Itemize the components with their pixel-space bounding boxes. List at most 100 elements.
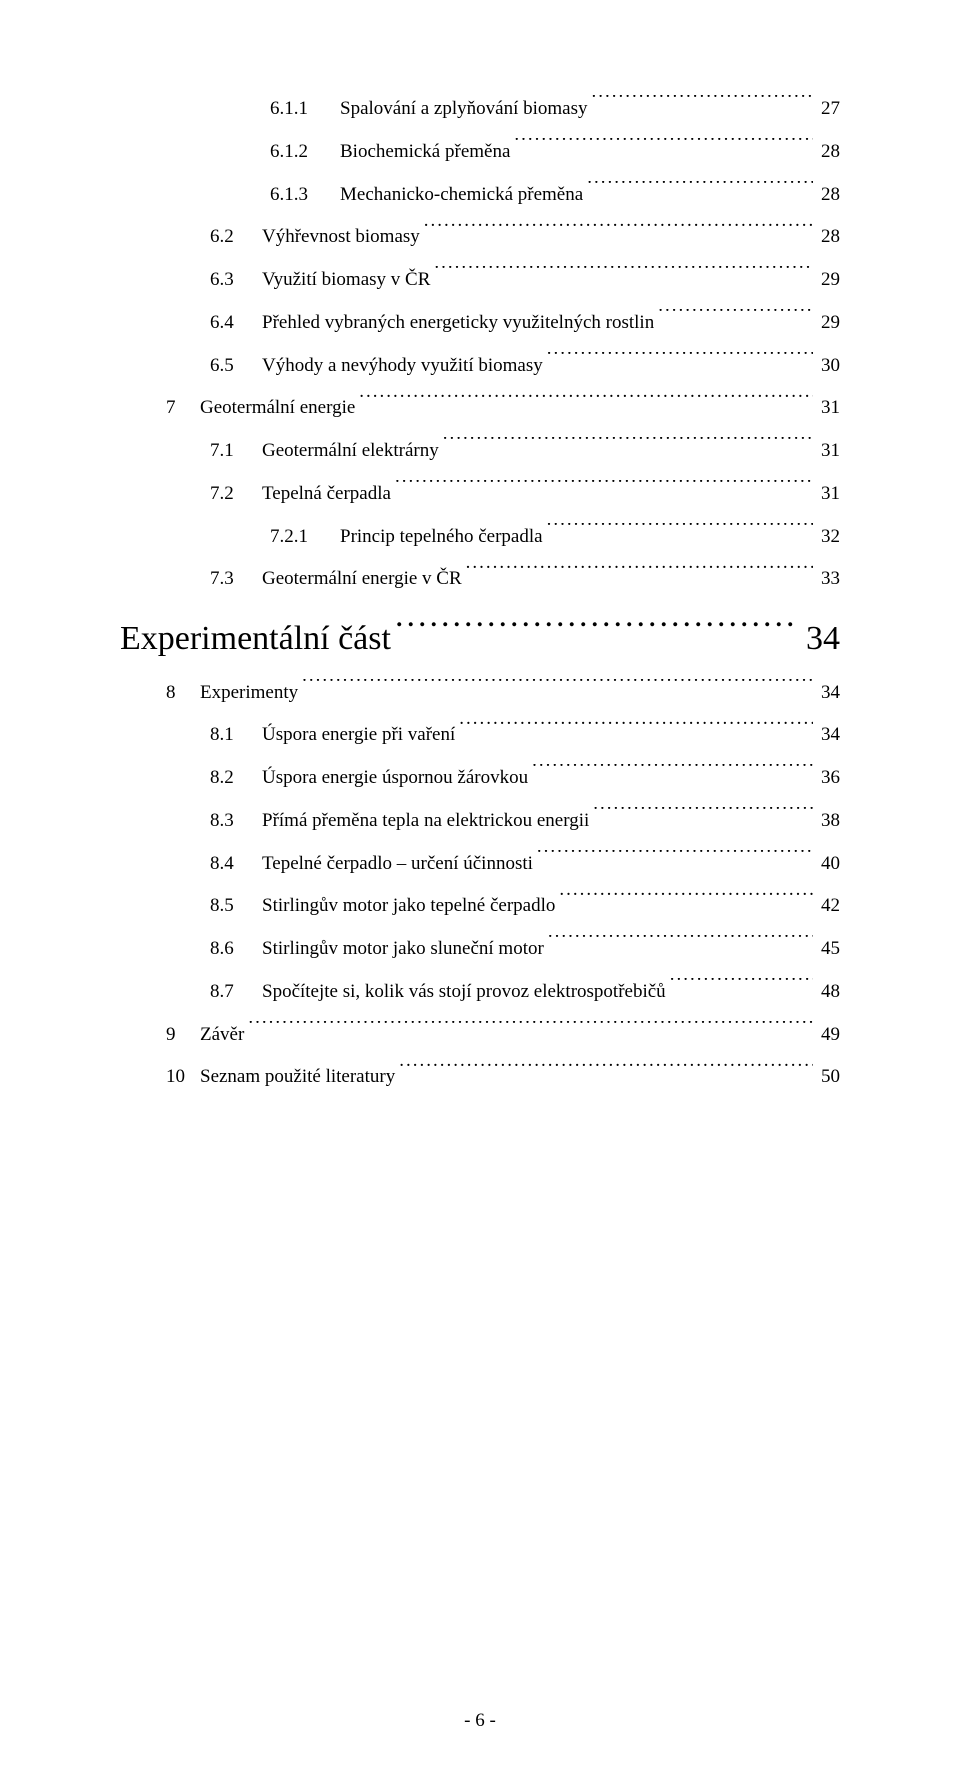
toc-entry-page: 31 [817,387,840,430]
toc-dot-leader [359,394,813,413]
toc-entry-title: Princip tepelného čerpadla [340,516,543,559]
toc-entry-page: 38 [817,800,840,843]
toc-entry-number: 6.3 [210,259,262,302]
toc-dot-leader [587,181,813,200]
toc-entry-number: 9 [166,1014,200,1057]
toc-entry-page: 48 [817,971,840,1014]
toc-entry-title: Spalování a zplyňování biomasy [340,88,587,131]
toc-entry-page: 33 [817,558,840,601]
toc-entry: 8.6Stirlingův motor jako sluneční motor4… [120,928,840,971]
toc-entry-number: 6.5 [210,345,262,388]
toc-entry-number: 7.3 [210,558,262,601]
toc-entry-page: 32 [817,516,840,559]
toc-dot-leader [395,480,813,499]
page-container: 6.1.1Spalování a zplyňování biomasy276.1… [0,0,960,1788]
toc-entry: 6.1.3Mechanicko-chemická přeměna28 [120,174,840,217]
toc-entry-number: 6.1.1 [270,88,340,131]
toc-dot-leader [593,807,813,826]
toc-dot-leader [434,266,813,285]
toc-entry: 8.2Úspora energie úspornou žárovkou 36 [120,757,840,800]
toc-entry: 7.2.1Princip tepelného čerpadla 32 [120,516,840,559]
toc-dot-leader [424,223,813,242]
toc-entry-title: Experimenty [200,672,298,715]
toc-dot-leader [302,679,813,698]
toc-entry-title: Mechanicko-chemická přeměna [340,174,583,217]
toc-entry: 6.2Výhřevnost biomasy28 [120,216,840,259]
toc-entry-number: 6.4 [210,302,262,345]
toc-entry: 6.5Výhody a nevýhody využití biomasy 30 [120,345,840,388]
toc-entry-page: 34 [817,672,840,715]
toc-entry-number: 8.3 [210,800,262,843]
toc-entry-title: Geotermální energie [200,387,355,430]
toc-entry: 7.2Tepelná čerpadla31 [120,473,840,516]
toc-entry-number: 7.2.1 [270,516,340,559]
toc-entry-page: 36 [817,757,840,800]
toc-entry-title: Spočítejte si, kolik vás stojí provoz el… [262,971,666,1014]
toc-entry-page: 28 [817,216,840,259]
toc-entry-page: 29 [817,259,840,302]
toc-entry-page: 27 [817,88,840,131]
toc-entry: 9Závěr49 [120,1014,840,1057]
toc-entry-number: 8.6 [210,928,262,971]
toc-entry: 7.1Geotermální elektrárny31 [120,430,840,473]
toc-dot-leader [514,138,813,157]
toc-entry-title: Přímá přeměna tepla na elektrickou energ… [262,800,589,843]
toc-entry: 8.5Stirlingův motor jako tepelné čerpadl… [120,885,840,928]
toc-entry: 8Experimenty 34 [120,672,840,715]
toc-dot-leader [547,352,813,371]
toc-entry: 7.3Geotermální energie v ČR 33 [120,558,840,601]
toc-entry-number: 8.4 [210,843,262,886]
toc-dot-leader [459,721,813,740]
toc-entry-number: 8 [166,672,200,715]
toc-dot-leader [658,309,813,328]
toc-entry-page: 31 [817,430,840,473]
toc-entry-title: Biochemická přeměna [340,131,510,174]
toc-dot-leader [532,764,813,783]
toc-entry-page: 30 [817,345,840,388]
toc-dot-leader [399,1063,813,1082]
toc-dot-leader [443,437,813,456]
toc-entry-number: 7.1 [210,430,262,473]
toc-entry-title: Experimentální část [120,607,391,672]
toc-dot-leader [547,523,813,542]
toc-entry-title: Geotermální energie v ČR [262,558,462,601]
toc-entry-number: 8.2 [210,757,262,800]
toc-entry-page: 40 [817,843,840,886]
toc-entry-number: 6.1.2 [270,131,340,174]
toc-entry-title: Výhody a nevýhody využití biomasy [262,345,543,388]
toc-entry-title: Tepelné čerpadlo – určení účinnosti [262,843,533,886]
table-of-contents: 6.1.1Spalování a zplyňování biomasy276.1… [120,88,840,1099]
toc-entry: 6.1.1Spalování a zplyňování biomasy 27 [120,88,840,131]
toc-entry: Experimentální část 34 [120,607,840,672]
toc-entry-page: 42 [817,885,840,928]
toc-entry-number: 8.5 [210,885,262,928]
toc-entry: 10Seznam použité literatury50 [120,1056,840,1099]
toc-entry-title: Přehled vybraných energeticky využitelný… [262,302,654,345]
toc-dot-leader [670,978,813,997]
toc-dot-leader [548,935,813,954]
toc-entry-title: Úspora energie úspornou žárovkou [262,757,528,800]
toc-entry-number: 8.7 [210,971,262,1014]
toc-entry-page: 34 [817,714,840,757]
toc-entry: 6.3Využití biomasy v ČR 29 [120,259,840,302]
toc-dot-leader [559,892,813,911]
toc-entry-title: Závěr [200,1014,244,1057]
toc-entry-title: Výhřevnost biomasy [262,216,420,259]
toc-entry: 6.4Přehled vybraných energeticky využite… [120,302,840,345]
toc-entry: 7Geotermální energie31 [120,387,840,430]
toc-entry: 8.4Tepelné čerpadlo – určení účinnosti 40 [120,843,840,886]
toc-entry-title: Využití biomasy v ČR [262,259,430,302]
toc-entry-page: 34 [802,607,840,672]
toc-entry-page: 29 [817,302,840,345]
toc-entry-title: Seznam použité literatury [200,1056,395,1099]
toc-entry-page: 31 [817,473,840,516]
toc-entry: 8.3Přímá přeměna tepla na elektrickou en… [120,800,840,843]
toc-entry: 8.7Spočítejte si, kolik vás stojí provoz… [120,971,840,1014]
toc-dot-leader [537,850,813,869]
toc-dot-leader [591,95,813,114]
toc-dot-leader [248,1021,813,1040]
toc-entry-number: 6.1.3 [270,174,340,217]
page-number: - 6 - [0,1710,960,1732]
toc-entry-number: 10 [166,1056,200,1099]
toc-entry-title: Stirlingův motor jako tepelné čerpadlo [262,885,555,928]
